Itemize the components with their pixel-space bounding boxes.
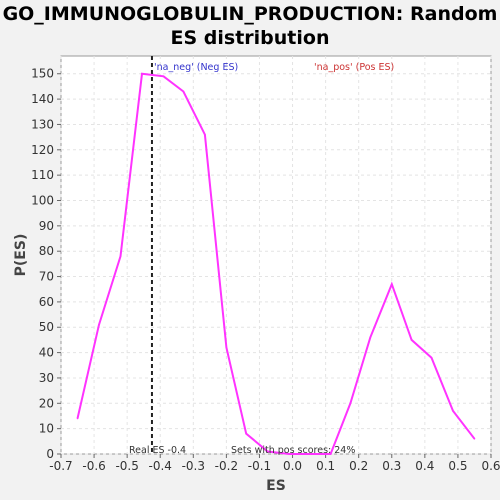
data-point	[245, 432, 248, 435]
x-tick-label: 0.6	[481, 459, 500, 473]
x-axis-title: ES	[266, 478, 286, 494]
data-point	[430, 356, 433, 359]
data-point	[162, 75, 165, 78]
x-tick-label: 0.5	[448, 459, 467, 473]
x-axis-ticks: -0.7 -0.6 -0.5 -0.4 -0.3 -0.2 -0.1 0.0 0.1 0.2 0.3…	[49, 454, 500, 473]
data-point	[410, 339, 413, 341]
y-tick-label: 20	[39, 396, 54, 410]
y-tick-label: 100	[31, 193, 54, 207]
y-tick-label: 30	[39, 371, 54, 385]
chart-title-line2: ES distribution	[170, 27, 330, 49]
real-es-label: Real ES -0.4	[129, 445, 186, 456]
x-tick-label: -0.7	[49, 459, 72, 473]
y-tick-label: 130	[31, 117, 54, 131]
x-tick-label: -0.6	[82, 459, 105, 473]
y-tick-label: 10	[39, 422, 54, 436]
data-point	[204, 133, 206, 136]
y-tick-label: 60	[39, 295, 54, 309]
x-tick-label: 0.0	[283, 459, 302, 473]
data-point	[308, 453, 310, 455]
series-points	[76, 72, 476, 455]
y-tick-label: 40	[39, 346, 54, 360]
y-tick-label: 70	[39, 270, 54, 284]
y-tick-label: 0	[46, 447, 54, 461]
data-point	[369, 336, 372, 339]
grid	[60, 56, 492, 455]
y-tick-label: 140	[31, 92, 54, 106]
data-point	[266, 450, 269, 453]
data-point	[349, 402, 352, 405]
pos-scores-label: Sets with pos scores: 24%	[231, 445, 355, 456]
y-tick-label: 80	[39, 244, 54, 258]
data-point	[473, 437, 476, 440]
data-point	[329, 453, 332, 455]
x-tick-label: 0.1	[316, 459, 335, 473]
data-point	[288, 453, 291, 455]
series-line	[76, 72, 476, 455]
data-point	[452, 410, 454, 412]
data-point	[182, 90, 185, 93]
legend-neg-label: 'na_neg' (Neg ES)	[154, 62, 238, 73]
data-point	[390, 283, 393, 285]
y-tick-label: 90	[39, 219, 54, 233]
data-point	[98, 323, 100, 326]
y-tick-label: 150	[31, 67, 54, 81]
x-tick-label: -0.5	[115, 459, 138, 473]
y-axis-ticks: 0 10 20 30 40 50 60 70 80 90 100 110 120 130 140 150	[31, 67, 61, 461]
plot-area	[60, 55, 492, 455]
y-tick-label: 110	[31, 168, 54, 182]
y-tick-label: 50	[39, 320, 54, 334]
x-tick-label: 0.2	[349, 459, 368, 473]
chart-title: GO_IMMUNOGLOBULIN_PRODUCTION: Random ES …	[0, 2, 500, 50]
chart-title-line1: GO_IMMUNOGLOBULIN_PRODUCTION: Random	[2, 3, 498, 25]
y-axis-title: P(ES)	[13, 234, 29, 277]
y-tick-label: 120	[31, 143, 54, 157]
data-point	[76, 417, 79, 420]
x-tick-label: -0.2	[215, 459, 238, 473]
x-tick-label: 0.3	[382, 459, 401, 473]
data-point	[225, 346, 228, 349]
legend-pos-label: 'na_pos' (Pos ES)	[314, 62, 394, 73]
data-point	[141, 72, 143, 75]
x-tick-label: -0.4	[149, 459, 172, 473]
x-tick-label: 0.4	[415, 459, 434, 473]
data-point	[119, 255, 122, 258]
x-tick-label: -0.3	[182, 459, 205, 473]
x-tick-label: -0.1	[248, 459, 271, 473]
